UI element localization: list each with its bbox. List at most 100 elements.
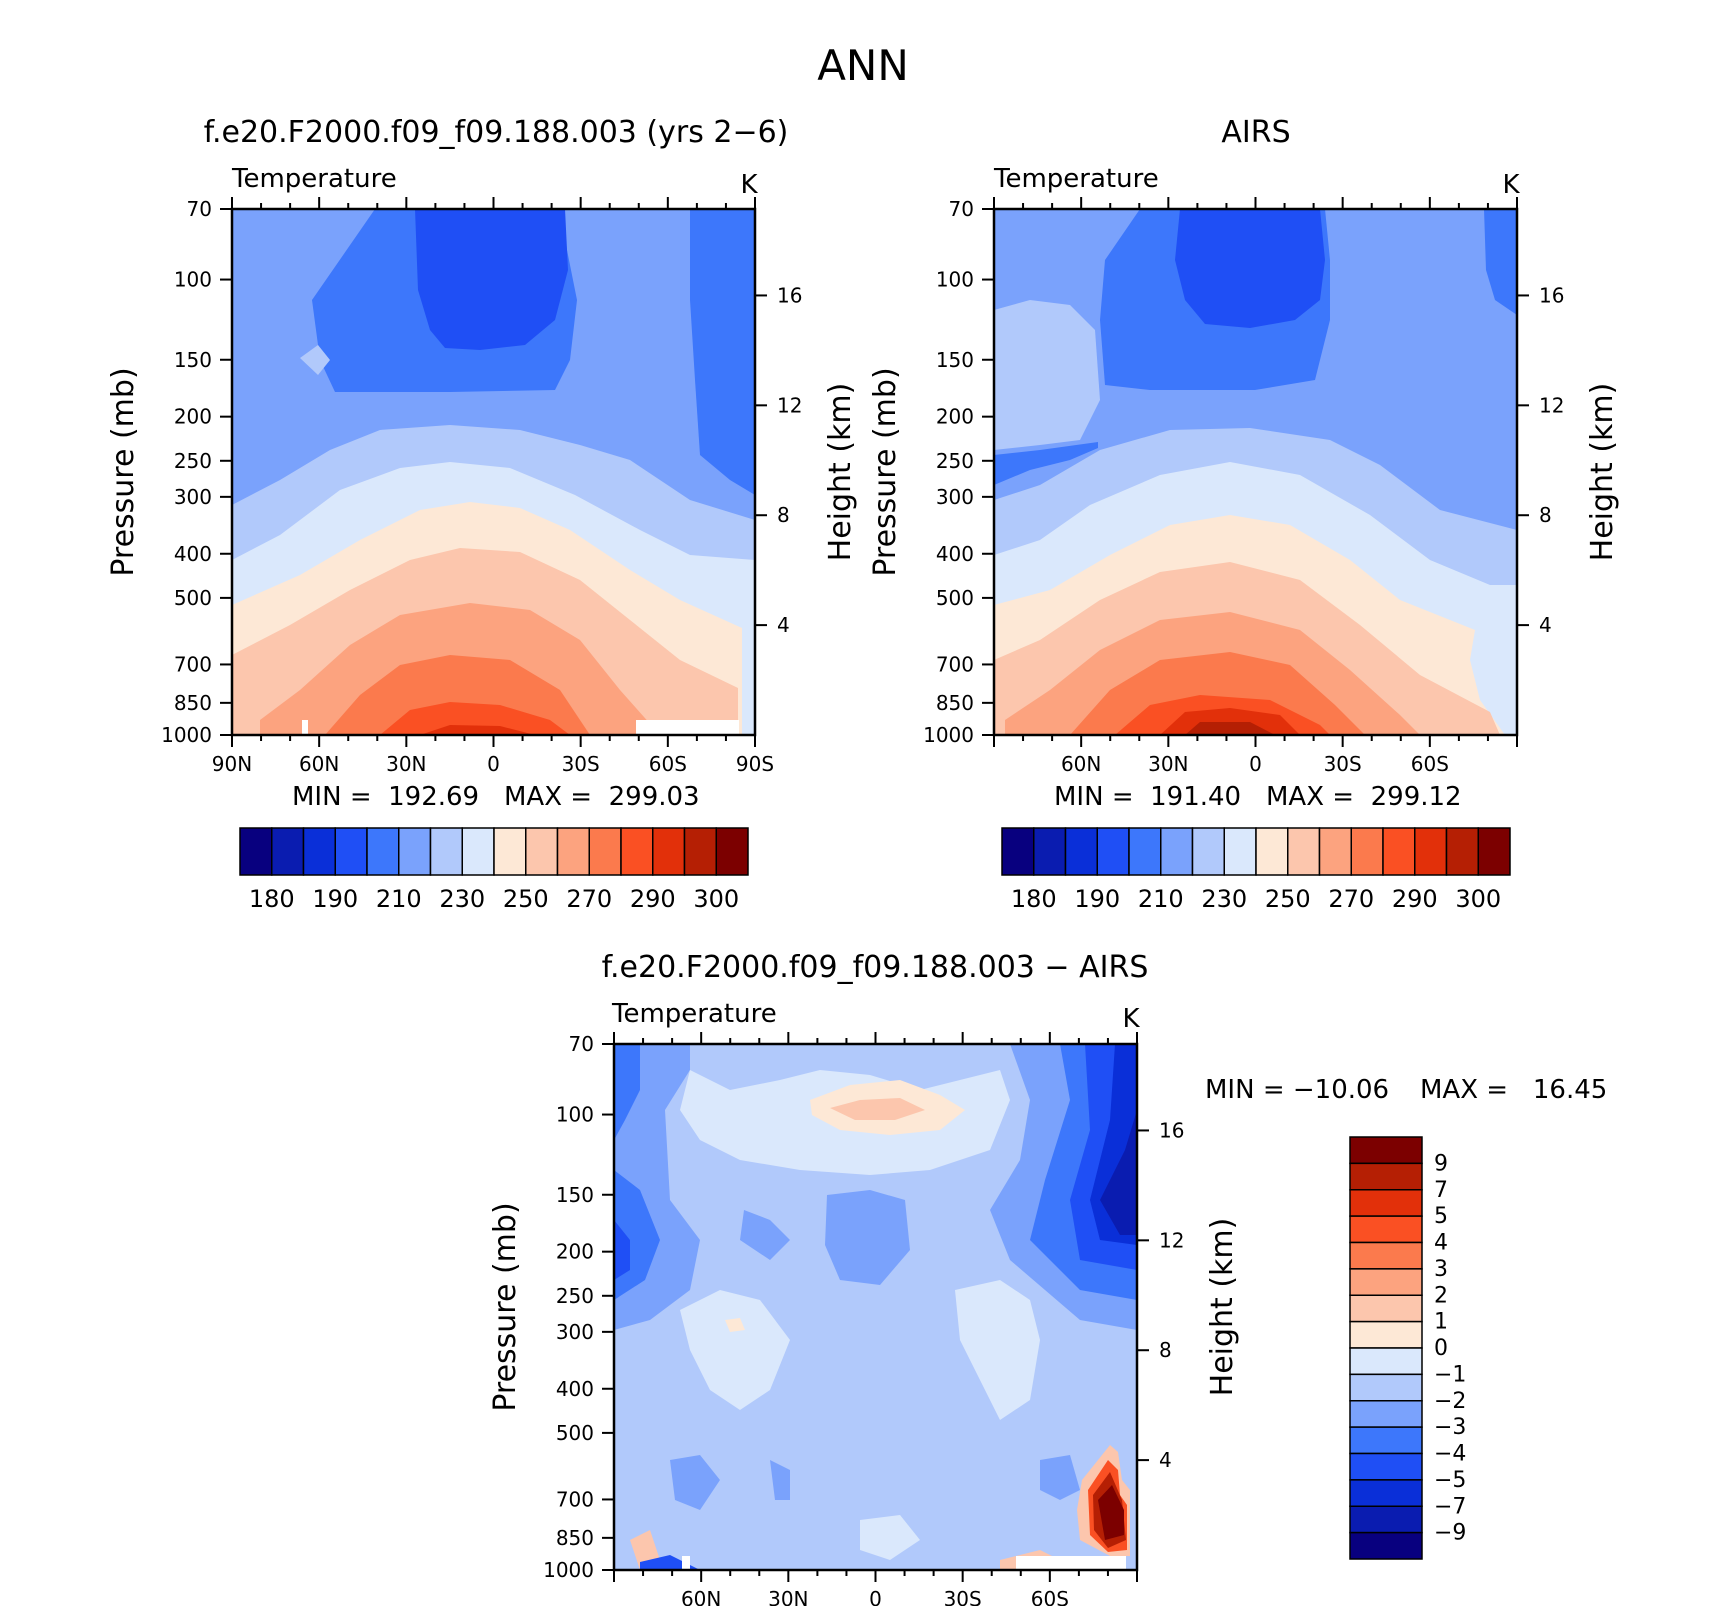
panel-model-max: MAX = 299.03 xyxy=(504,782,700,812)
panel-model-min: MIN = 192.69 xyxy=(292,782,479,812)
y-tick-label: 850 xyxy=(174,691,212,715)
contour-band xyxy=(1098,1485,1124,1540)
colorbar-label: −4 xyxy=(1434,1442,1466,1467)
panel-diff-ylabel: Pressure (mb) xyxy=(488,1202,523,1411)
colorbar-label: 190 xyxy=(1074,885,1120,913)
y-tick-label: 250 xyxy=(174,449,212,473)
colorbar-label: 230 xyxy=(1201,885,1247,913)
y-tick-label: 200 xyxy=(174,405,212,429)
colorbar-swatch xyxy=(239,827,273,876)
panel-model-colorbar: 180 190 210 230 250 270 290 300 xyxy=(239,827,749,913)
y2-tick-label: 4 xyxy=(777,613,790,637)
panel-airs-field xyxy=(994,209,1517,735)
panel-airs: AIRS Temperature K 70 100 150 200 250 300 400 5… xyxy=(868,115,1620,913)
colorbar-swatch xyxy=(1128,827,1162,876)
colorbar-swatch xyxy=(1349,1531,1423,1560)
y-tick-label: 200 xyxy=(556,1240,594,1264)
y-tick-label: 150 xyxy=(556,1183,594,1207)
colorbar-label: −7 xyxy=(1434,1494,1466,1519)
panel-airs-colorbar: 180 190 210 230 250 270 290 300 xyxy=(1001,827,1511,913)
x-tick-label: 60S xyxy=(1411,752,1449,776)
colorbar-swatch xyxy=(1223,827,1257,876)
y-tick-label: 100 xyxy=(556,1103,594,1127)
colorbar-label: 2 xyxy=(1434,1283,1448,1308)
panel-airs-variable: Temperature xyxy=(993,164,1159,194)
colorbar-label: 210 xyxy=(1138,885,1184,913)
panel-airs-max: MAX = 299.12 xyxy=(1266,782,1462,812)
colorbar-swatch xyxy=(1064,827,1098,876)
contour-band xyxy=(614,1044,640,1140)
colorbar-swatch xyxy=(398,827,432,876)
missing-data xyxy=(636,720,739,735)
colorbar-swatch xyxy=(1318,827,1352,876)
x-tick-label: 60S xyxy=(649,752,687,776)
y2-tick-label: 16 xyxy=(777,283,802,307)
colorbar-swatch xyxy=(1350,827,1384,876)
colorbar-label: −1 xyxy=(1434,1362,1466,1387)
panel-model-y2label: Height (km) xyxy=(823,383,858,562)
colorbar-swatch xyxy=(461,827,495,876)
colorbar-label: 230 xyxy=(439,885,485,913)
y-tick-label: 300 xyxy=(556,1320,594,1344)
y-tick-label: 500 xyxy=(936,586,974,610)
colorbar-label: 290 xyxy=(1392,885,1438,913)
y-tick-label: 70 xyxy=(569,1032,594,1056)
x-tick-label: 60N xyxy=(1061,752,1101,776)
contour-band xyxy=(680,1290,790,1410)
panel-diff-min: MIN = −10.06 xyxy=(1205,1075,1389,1105)
y-tick-label: 150 xyxy=(936,348,974,372)
y2-tick-label: 12 xyxy=(777,393,802,417)
colorbar-label: 5 xyxy=(1434,1204,1448,1229)
y-tick-label: 850 xyxy=(556,1526,594,1550)
y2-tick-label: 8 xyxy=(1539,503,1552,527)
colorbar-swatch xyxy=(1414,827,1448,876)
panel-model-axes: 70 100 150 200 250 300 400 500 700 850 1000 16 12 8 4 9… xyxy=(161,197,802,776)
panel-diff-units: K xyxy=(1122,1004,1140,1034)
colorbar-swatch xyxy=(1382,827,1416,876)
y2-tick-label: 4 xyxy=(1539,613,1552,637)
panel-airs-ylabel: Pressure (mb) xyxy=(868,367,903,576)
panel-model-field xyxy=(232,209,755,735)
y-tick-label: 300 xyxy=(174,485,212,509)
colorbar-swatch xyxy=(715,827,749,876)
x-tick-label: 30N xyxy=(386,752,426,776)
y2-tick-label: 8 xyxy=(777,503,790,527)
contour-band xyxy=(1040,1455,1080,1500)
colorbar-label: −2 xyxy=(1434,1389,1466,1414)
colorbar-swatch xyxy=(1349,1268,1423,1296)
colorbar-swatch xyxy=(525,827,559,876)
y-tick-label: 400 xyxy=(936,542,974,566)
colorbar-label: 300 xyxy=(1455,885,1501,913)
colorbar-label: 270 xyxy=(1328,885,1374,913)
x-tick-label: 0 xyxy=(869,1587,882,1606)
y2-tick-label: 4 xyxy=(1159,1448,1172,1472)
y-tick-label: 70 xyxy=(949,197,974,221)
panel-diff-variable: Temperature xyxy=(611,999,777,1029)
colorbar-label: 9 xyxy=(1434,1151,1448,1176)
panel-airs-title: AIRS xyxy=(1221,115,1290,150)
contour-band xyxy=(420,725,535,735)
y-tick-label: 400 xyxy=(174,542,212,566)
colorbar-swatch xyxy=(334,827,368,876)
y2-tick-label: 12 xyxy=(1539,393,1564,417)
colorbar-swatch xyxy=(1287,827,1321,876)
panel-diff-axes: 70 100 150 200 250 300 400 500 700 850 1000 16 12 8 4 6… xyxy=(543,1032,1184,1606)
panel-model-title: f.e20.F2000.f09_f09.188.003 (yrs 2−6) xyxy=(204,115,789,150)
colorbar-label: 180 xyxy=(1011,885,1057,913)
contour-band xyxy=(955,1280,1040,1420)
colorbar-swatch xyxy=(1477,827,1511,876)
contour-band xyxy=(690,209,755,495)
y-tick-label: 700 xyxy=(936,652,974,676)
panel-diff-title: f.e20.F2000.f09_f09.188.003 − AIRS xyxy=(602,950,1149,985)
x-tick-label: 90N xyxy=(212,752,252,776)
colorbar-swatch xyxy=(1349,1189,1423,1217)
y-tick-label: 1000 xyxy=(161,723,212,747)
y-tick-label: 700 xyxy=(556,1487,594,1511)
contour-band xyxy=(670,1455,720,1510)
panel-model-ylabel: Pressure (mb) xyxy=(106,367,141,576)
panel-diff-max: MAX = 16.45 xyxy=(1420,1075,1607,1105)
contour-band xyxy=(415,209,568,350)
colorbar-swatch xyxy=(1349,1400,1423,1428)
colorbar-label: 250 xyxy=(503,885,549,913)
